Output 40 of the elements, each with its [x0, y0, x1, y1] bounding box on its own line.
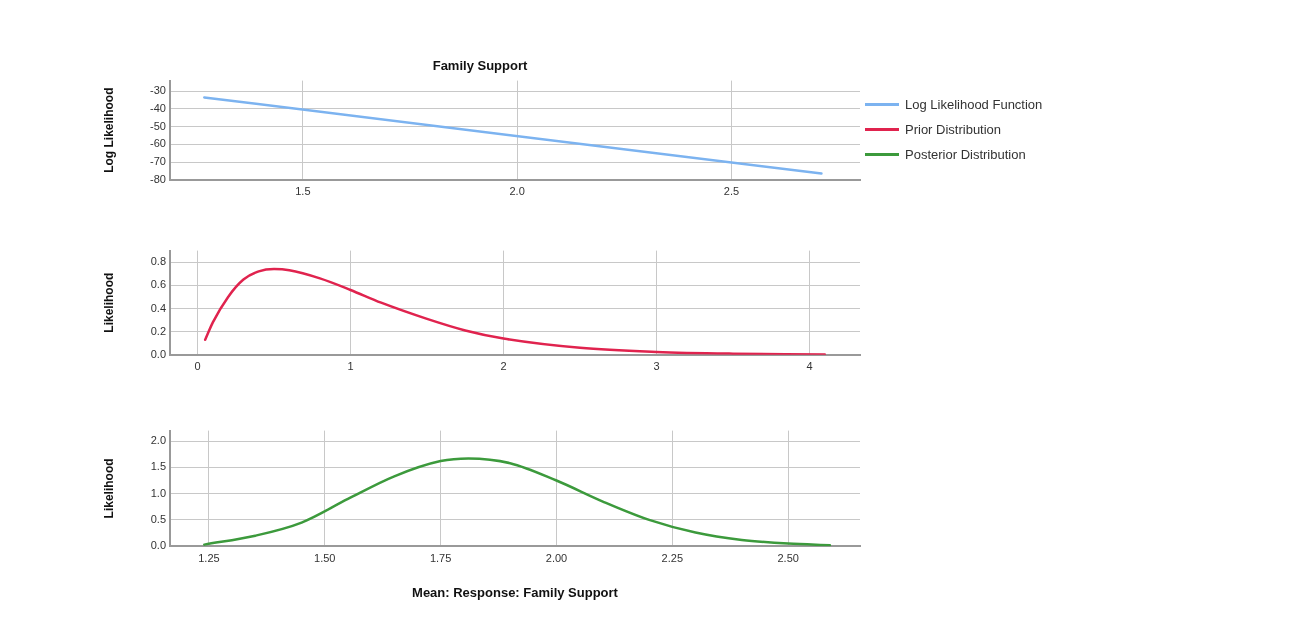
- y-tick-label: -80: [150, 172, 166, 185]
- y-tick-label: 0.8: [150, 255, 166, 268]
- x-tick-label: 2.25: [661, 551, 684, 564]
- x-tick-label: 0: [194, 360, 201, 373]
- y-tick-label: 1.5: [150, 460, 166, 473]
- y-axis-title: Likelihood: [101, 458, 116, 519]
- x-tick-label: 1.50: [314, 551, 336, 564]
- y-axis-title: Likelihood: [101, 272, 116, 333]
- y-axis-title: Log Likelihood: [101, 87, 116, 173]
- x-tick-label: 1.5: [295, 185, 311, 198]
- x-tick-label: 2.5: [723, 185, 740, 198]
- y-tick-label: 0.5: [150, 512, 166, 525]
- x-tick-label: 3: [653, 360, 660, 373]
- y-tick-label: 0.0: [150, 347, 166, 360]
- y-tick-label: 2.0: [150, 434, 166, 447]
- y-tick-label: -60: [150, 137, 166, 150]
- y-tick-label: 0.0: [150, 539, 166, 552]
- y-tick-label: -40: [150, 101, 166, 114]
- x-tick-label: 1.25: [198, 551, 220, 564]
- x-axis-title: Mean: Response: Family Support: [412, 584, 619, 600]
- x-tick-label: 1: [347, 360, 354, 373]
- x-tick-label: 2.50: [777, 551, 799, 564]
- y-tick-label: 0.4: [150, 301, 166, 314]
- line-series: [203, 457, 832, 547]
- y-tick-label: 1.0: [150, 486, 166, 499]
- legend-label: Log Likelihood Function: [905, 97, 1043, 112]
- line-series: [203, 267, 827, 355]
- x-tick-label: 4: [806, 360, 813, 373]
- chart-title: Family Support: [432, 58, 528, 74]
- x-tick-label: 2.0: [509, 185, 525, 198]
- y-tick-label: 0.6: [150, 278, 166, 291]
- legend-label: Prior Distribution: [905, 122, 1002, 137]
- y-tick-label: -50: [150, 119, 166, 132]
- y-tick-label: 0.2: [150, 324, 166, 337]
- y-tick-label: -30: [150, 84, 166, 97]
- legend-label: Posterior Distribution: [905, 147, 1026, 162]
- x-tick-label: 2: [500, 360, 507, 373]
- x-tick-label: 2.00: [545, 551, 568, 564]
- x-tick-label: 1.75: [429, 551, 452, 564]
- y-tick-label: -70: [150, 155, 166, 168]
